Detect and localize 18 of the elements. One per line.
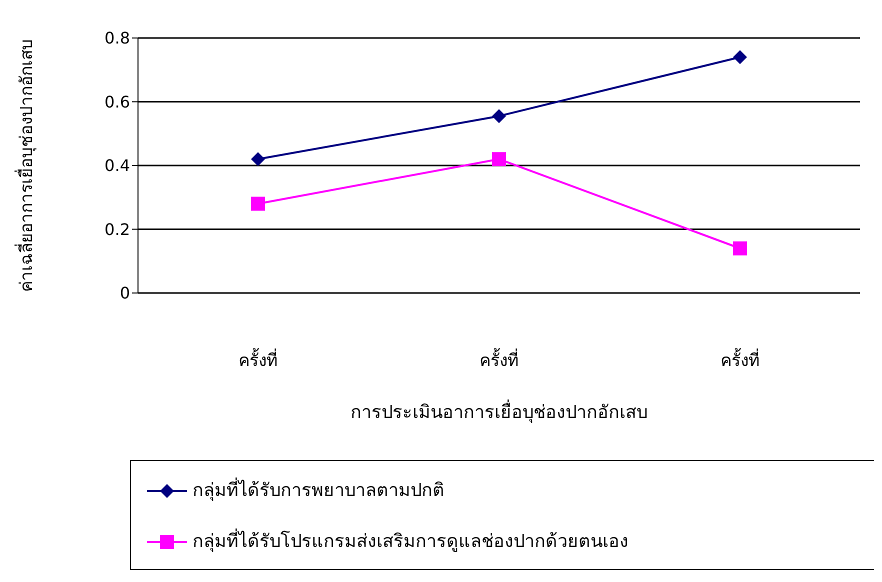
y-tick-label: 0.8: [104, 28, 130, 48]
point: [492, 109, 506, 124]
x-axis-title: การประเมินอาการเยื่อบุช่องปากอักเสบ: [350, 399, 648, 423]
y-tick-label: 0: [120, 284, 130, 303]
x-tick-label: ครั้งที่: [238, 348, 278, 372]
point: [251, 196, 265, 211]
y-tick-label: 0.4: [104, 156, 130, 176]
legend-label: กลุ่มที่ได้รับการพยาบาลตามปกติ: [192, 480, 445, 501]
point: [733, 50, 747, 64]
y-tick-label: 0.2: [104, 220, 130, 239]
legend-label: กลุ่มที่ได้รับโปรแกรมส่งเสริมการดูแลช่องปากด้วยตนเอง: [192, 531, 629, 552]
point: [733, 241, 747, 256]
y-tick-label: 0.6: [104, 92, 130, 112]
point: [251, 152, 265, 166]
y-axis-title: ค่าเฉลี่ยอาการเยื่อบุช่องปากอักเสบ: [14, 39, 38, 292]
point: [492, 152, 506, 166]
x-tick-label: ครั้งที่: [480, 348, 518, 372]
x-tick-label: ครั้งที่: [720, 348, 760, 372]
